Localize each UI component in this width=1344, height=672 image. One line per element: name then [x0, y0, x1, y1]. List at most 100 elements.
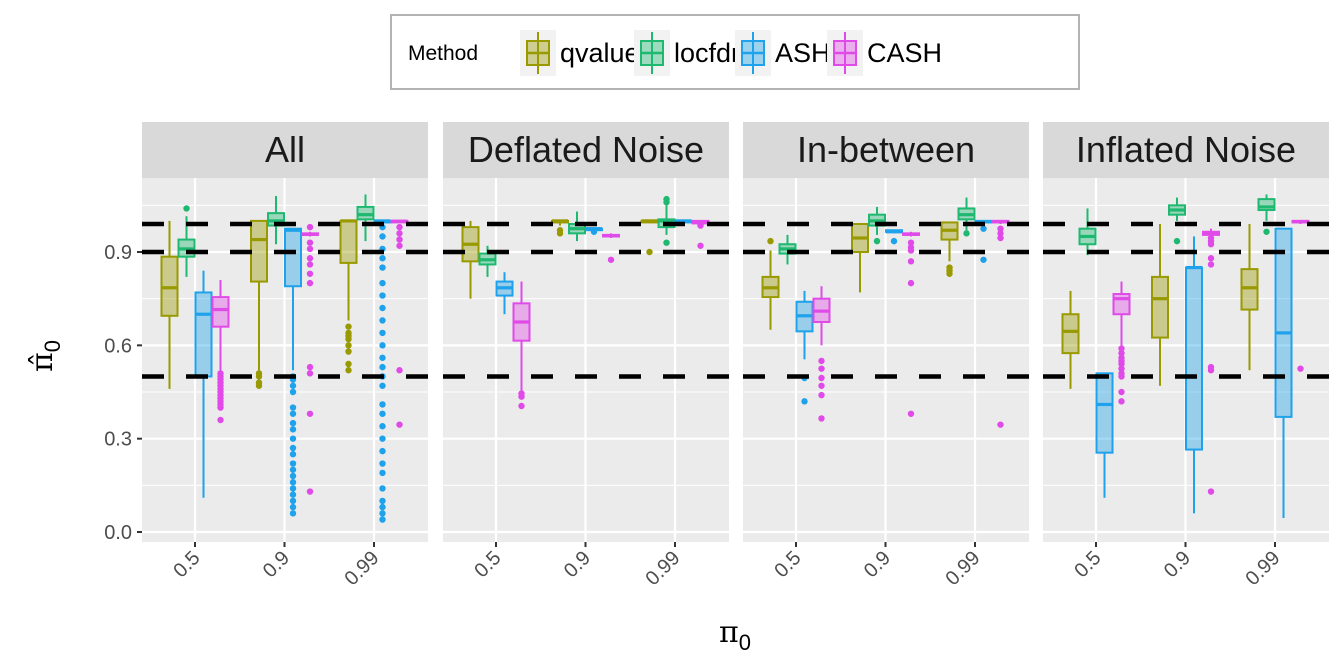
- legend-label-ash: ASH: [775, 37, 831, 68]
- box-cash-0.5: [1112, 281, 1131, 405]
- outlier-point: [255, 379, 263, 386]
- box-body: [250, 219, 268, 283]
- outlier-point: [1118, 349, 1125, 357]
- outlier-point: [1173, 237, 1181, 245]
- legend: Method qvalue locfdr ASH CASH: [390, 14, 1080, 90]
- box-cash-0.9: [1202, 228, 1220, 495]
- outlier-point: [379, 460, 386, 467]
- facet-strip-label: Deflated Noise: [468, 129, 704, 170]
- y-tick-label: 0.0: [104, 522, 132, 544]
- outlier-point: [289, 497, 297, 505]
- outlier-point: [907, 239, 915, 246]
- outlier-point: [379, 354, 386, 361]
- outlier-point: [980, 225, 987, 232]
- outlier-point: [907, 258, 915, 265]
- outlier-point: [289, 503, 297, 511]
- y-axis: 0.0 0.3 0.6 0.9: [104, 242, 142, 544]
- outlier-point: [289, 444, 297, 452]
- outlier-point: [1207, 363, 1215, 371]
- box-qvalue-0.5: [461, 220, 480, 299]
- x-tick-label: 0.9: [560, 547, 595, 582]
- outlier-point: [217, 416, 224, 424]
- outlier-point: [306, 223, 314, 231]
- box-cash-0.99: [1291, 219, 1310, 372]
- x-tick-label: 0.9: [259, 547, 294, 582]
- facet-strip: [443, 122, 729, 178]
- outlier-point: [379, 469, 386, 477]
- outlier-point: [306, 370, 314, 377]
- facet-panel-deflated-noise: Deflated Noise 0.5 0.9 0.99: [443, 122, 729, 590]
- svg-text:π̂0: π̂0: [25, 340, 65, 372]
- outlier-point: [1118, 365, 1125, 372]
- box-body: [1151, 275, 1169, 339]
- outlier-point: [1297, 365, 1304, 372]
- box-ash-0.5: [1095, 372, 1114, 498]
- box-ash-0.5: [495, 272, 514, 315]
- outlier-point: [663, 239, 670, 246]
- box-cash-0.99: [991, 219, 1010, 428]
- legend-title: Method: [408, 42, 479, 65]
- legend-label-qvalue: qvalue: [560, 37, 640, 68]
- outlier-point: [379, 401, 386, 408]
- outlier-point: [379, 233, 386, 240]
- legend-key-glyph: [741, 32, 765, 74]
- box-cash-0.5: [211, 280, 230, 424]
- outlier-point: [289, 510, 297, 517]
- legend-label-locfdr: locfdr: [674, 37, 741, 68]
- outlier-point: [306, 270, 314, 277]
- box-ash-0.5: [795, 290, 814, 405]
- box-locfdr-0.99: [1257, 194, 1276, 235]
- outlier-point: [306, 239, 314, 246]
- outlier-point: [289, 382, 297, 389]
- outlier-point: [396, 223, 403, 231]
- outlier-point: [818, 357, 825, 365]
- box-qvalue-0.5: [1061, 290, 1080, 389]
- y-tick-label: 0.3: [104, 429, 132, 451]
- x-tick-label: 0.99: [340, 547, 383, 590]
- outlier-point: [345, 360, 352, 368]
- outlier-point: [379, 447, 386, 455]
- outlier-point: [289, 466, 297, 473]
- outlier-point: [379, 497, 386, 505]
- x-axis-title: π0: [719, 615, 751, 655]
- outlier-point: [306, 245, 314, 253]
- box-ash-0.99: [373, 219, 392, 523]
- outlier-point: [1118, 354, 1125, 361]
- outlier-point: [1207, 488, 1215, 495]
- x-tick-label: 0.9: [860, 547, 895, 582]
- outlier-point: [1118, 388, 1125, 396]
- outlier-point: [289, 472, 297, 480]
- x-tick-label: 0.99: [941, 547, 984, 590]
- box-locfdr-0.9: [1168, 197, 1186, 245]
- box-cash-0.5: [512, 281, 531, 410]
- box-cash-0.99: [390, 219, 409, 428]
- outlier-point: [1118, 345, 1125, 352]
- outlier-point: [345, 367, 352, 374]
- outlier-point: [183, 205, 190, 212]
- outlier-point: [379, 329, 386, 337]
- box-qvalue-0.5: [761, 237, 780, 330]
- box-qvalue-0.99: [940, 221, 959, 277]
- outlier-point: [1207, 261, 1215, 268]
- outlier-point: [997, 225, 1004, 232]
- outlier-point: [289, 426, 297, 433]
- facet-strip-label: In-between: [797, 129, 975, 170]
- y-tick-label: 0.6: [104, 335, 132, 357]
- box-body: [1185, 266, 1203, 451]
- outlier-point: [217, 370, 224, 377]
- outlier-point: [289, 485, 297, 492]
- outlier-point: [379, 363, 386, 371]
- legend-key-glyph: [833, 32, 857, 74]
- outlier-point: [607, 256, 615, 263]
- outlier-point: [345, 323, 352, 330]
- outlier-point: [255, 370, 263, 377]
- x-tick-label: 0.5: [770, 547, 805, 582]
- outlier-point: [518, 390, 525, 397]
- box-ash-0.5: [194, 270, 213, 498]
- outlier-point: [396, 236, 403, 243]
- box-ash-0.9: [1185, 236, 1203, 514]
- box-qvalue-0.5: [160, 220, 179, 389]
- box-cash-0.9: [301, 223, 319, 495]
- outlier-point: [289, 451, 297, 458]
- x-tick-label: 0.9: [1160, 547, 1195, 582]
